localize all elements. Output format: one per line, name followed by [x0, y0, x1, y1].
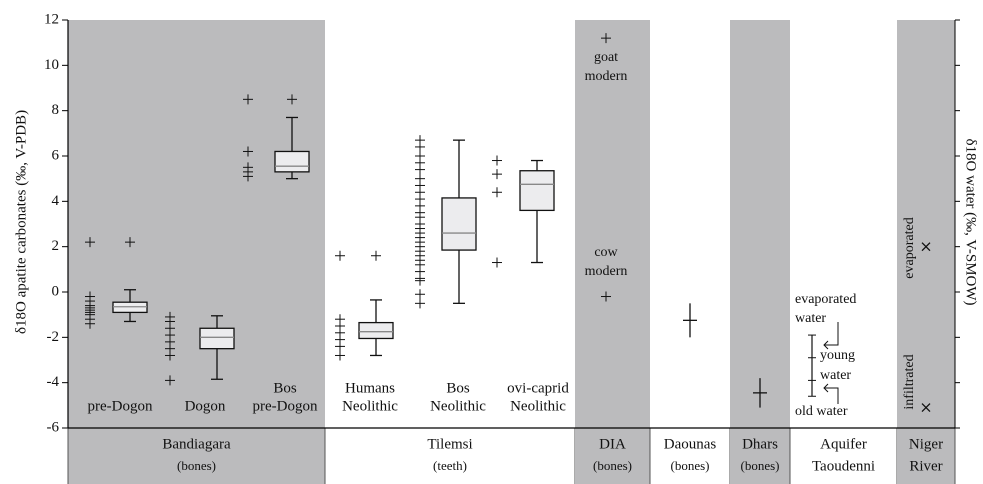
panel-background: [575, 20, 650, 428]
y-tick-label: 12: [44, 11, 59, 27]
y-axis-label: δ18O apatite carbonates (‰, V-PDB): [13, 110, 29, 334]
y-tick-label: -2: [47, 329, 60, 345]
y2-axis-label: δ18O water (‰, V-SMOW): [963, 138, 979, 305]
panel-background: [897, 20, 955, 428]
box: [358, 321, 394, 340]
arrow: [823, 383, 839, 404]
point: [415, 275, 425, 286]
panel-label-background: [68, 428, 325, 484]
error-bar: [683, 303, 697, 338]
point: [335, 250, 345, 261]
box-label: Neolithic: [510, 398, 566, 414]
error-bar: [753, 378, 767, 408]
y-tick-label: -4: [47, 374, 60, 390]
point: [243, 94, 253, 105]
y-tick-label: 2: [52, 238, 60, 254]
dia-label: cow: [594, 245, 618, 260]
aquifer-annotation: old water: [795, 404, 848, 419]
niger-label: infiltrated: [902, 354, 917, 409]
dia-point: [601, 33, 611, 44]
point: [243, 171, 253, 182]
point: [492, 169, 502, 180]
panel-label-background: [897, 428, 955, 484]
point: [335, 341, 345, 352]
dia-label: modern: [585, 264, 628, 279]
aquifer-annotation: young: [820, 348, 855, 363]
y-tick-label: -6: [47, 419, 60, 435]
box: [199, 327, 235, 350]
niger-marker: [921, 403, 931, 413]
point: [415, 141, 425, 152]
panel-sub: (teeth): [433, 458, 467, 473]
y-tick-label: 10: [44, 57, 59, 73]
point: [415, 289, 425, 300]
panel-name: DIA: [599, 436, 626, 452]
point: [243, 146, 253, 157]
box-label: Humans: [345, 380, 395, 396]
point: [492, 187, 502, 198]
panel-sub: (bones): [177, 458, 216, 473]
box: [274, 150, 310, 173]
point: [335, 350, 345, 361]
dia-label: goat: [594, 50, 618, 65]
y-tick-label: 6: [52, 147, 60, 163]
panels: [68, 20, 956, 484]
panel-label-background: [730, 428, 790, 484]
panel-name: Niger: [909, 436, 943, 452]
x-b: [921, 403, 931, 413]
panel-sub: River: [909, 458, 942, 474]
panel-background: [730, 20, 790, 428]
box-label: ovi-caprid: [507, 380, 569, 396]
niger-marker: [921, 242, 931, 252]
point: [492, 257, 502, 268]
niger-label: evaporated: [902, 217, 917, 278]
panel-label-background: [575, 428, 650, 484]
aquifer-annotation: water: [795, 311, 826, 326]
point: [165, 375, 175, 386]
box-label: Neolithic: [430, 398, 486, 414]
aquifer-annotation: evaporated: [795, 292, 856, 307]
outlier: [371, 250, 381, 261]
y-tick-label: 0: [52, 283, 60, 299]
box-label: Neolithic: [342, 398, 398, 414]
point: [85, 237, 95, 248]
dia-label: modern: [585, 69, 628, 84]
point: [165, 350, 175, 361]
box-label: pre-Dogon: [253, 398, 318, 414]
x-b: [921, 242, 931, 252]
aquifer-annotation: water: [820, 368, 851, 383]
panel-name: Bandiagara: [162, 436, 231, 452]
panel-sub: Taoudenni: [812, 458, 875, 474]
panel-sub: (bones): [741, 458, 780, 473]
box-label: Bos: [273, 380, 297, 396]
point: [415, 298, 425, 309]
panel-sub: (bones): [671, 458, 710, 473]
point: [85, 318, 95, 329]
outlier: [287, 94, 297, 105]
panel-name: Aquifer: [820, 436, 867, 452]
y-tick-label: 8: [52, 102, 60, 118]
panel-background: [68, 20, 325, 428]
dia-point: [601, 291, 611, 302]
panel-sub: (bones): [593, 458, 632, 473]
point: [492, 155, 502, 166]
panel-name: Daounas: [664, 436, 717, 452]
box-label: Dogon: [185, 398, 226, 414]
outlier: [125, 237, 135, 248]
box: [441, 197, 477, 251]
panel-name: Dhars: [742, 436, 778, 452]
y-tick-label: 4: [52, 193, 60, 209]
panel-name: Tilemsi: [427, 436, 472, 452]
point: [415, 164, 425, 175]
box: [519, 170, 555, 212]
box-label: pre-Dogon: [88, 398, 153, 414]
arrow: [823, 322, 839, 350]
box-label: Bos: [446, 380, 470, 396]
